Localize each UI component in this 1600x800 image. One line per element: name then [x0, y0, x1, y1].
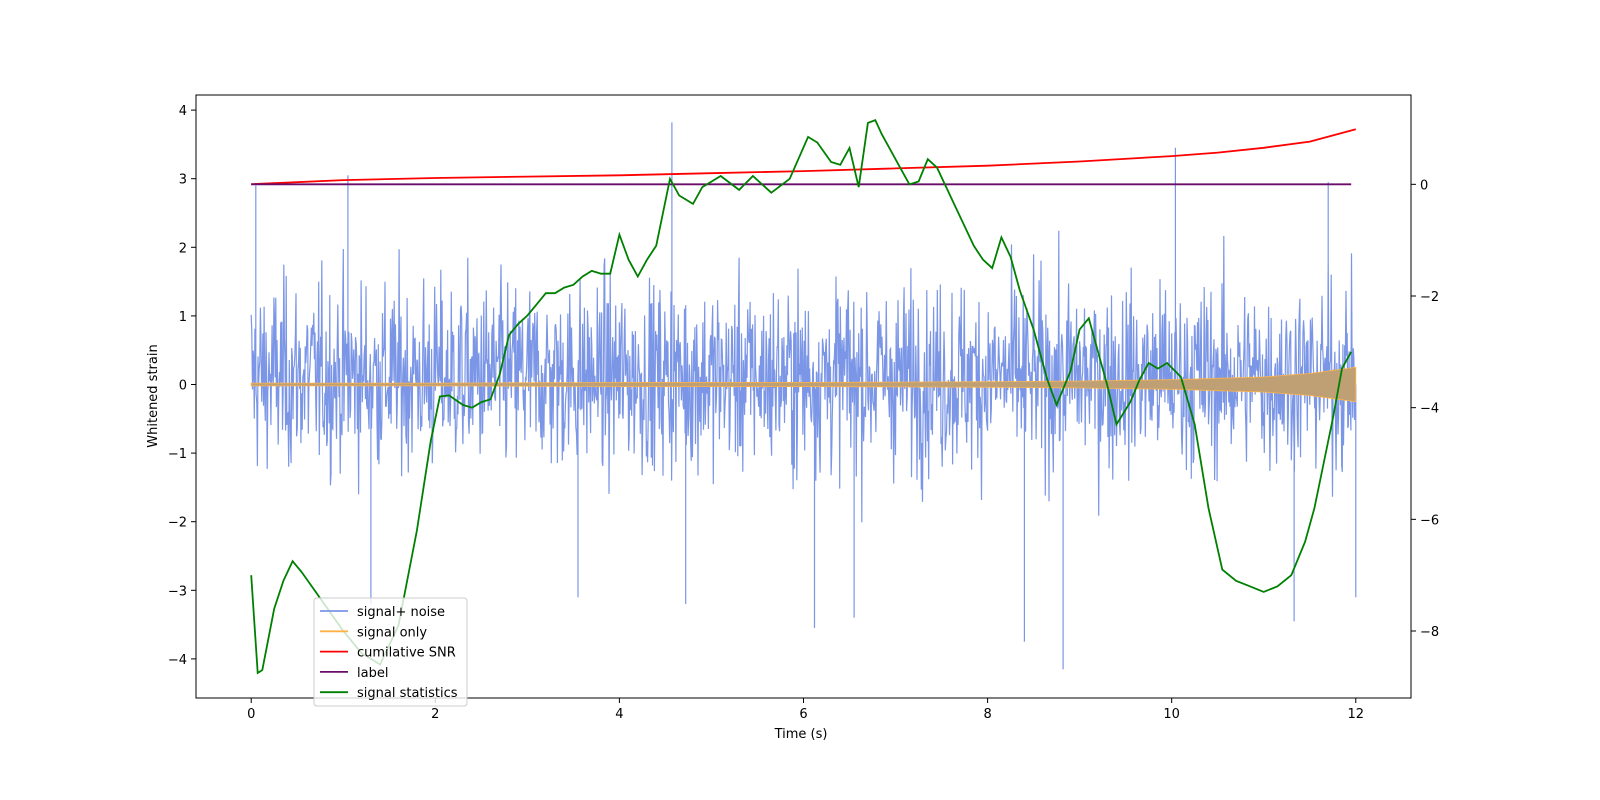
x-tick-label: 10	[1163, 707, 1180, 722]
y-left-tick-label: 3	[179, 173, 187, 188]
y-right-tick-label: −6	[1420, 513, 1439, 528]
legend-label: signal statistics	[357, 686, 458, 701]
y-left-tick-label: −3	[168, 584, 187, 599]
legend-box	[313, 597, 468, 707]
legend: signal+ noise signal only cumilative SNR la…	[313, 597, 468, 707]
y-left-tick-label: 1	[179, 310, 187, 325]
series-cumulative-snr-line	[251, 128, 1357, 186]
y-left-tick-label: −4	[168, 653, 187, 668]
y-left-tick-label: −2	[168, 516, 187, 531]
y-right-tick-label: 0	[1420, 178, 1428, 193]
y-left-tick-label: 0	[179, 378, 187, 393]
x-tick-label: 8	[983, 707, 991, 722]
x-tick-label: 12	[1347, 707, 1364, 722]
x-axis-title: Time (s)	[774, 727, 828, 742]
y-axis-title: Whitened strain	[146, 344, 161, 447]
series-signal-statistics-line	[250, 118, 1352, 675]
plot-area	[250, 118, 1357, 675]
series-signal-only-band	[250, 366, 1357, 403]
y-right-tick-label: −8	[1420, 625, 1439, 640]
y-right-tick-label: −2	[1420, 290, 1439, 305]
y-right-tick-label: −4	[1420, 402, 1439, 417]
y-left-tick-label: −1	[168, 447, 187, 462]
y-left-tick-label: 2	[179, 241, 187, 256]
y-left-tick-label: 4	[179, 104, 187, 119]
x-tick-label: 0	[247, 707, 255, 722]
x-tick-label: 6	[799, 707, 807, 722]
legend-label: cumilative SNR	[357, 646, 456, 661]
x-tick-label: 2	[431, 707, 439, 722]
series-signal-noise-line	[250, 122, 1357, 670]
legend-label: label	[357, 666, 388, 681]
legend-label: signal only	[357, 625, 427, 640]
legend-label: signal+ noise	[357, 605, 445, 620]
x-tick-label: 4	[615, 707, 623, 722]
